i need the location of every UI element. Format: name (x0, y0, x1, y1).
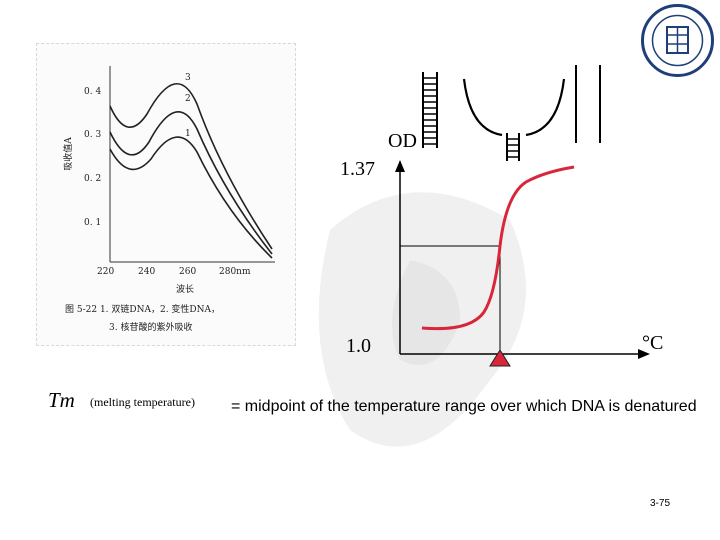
background-watermark (318, 192, 526, 447)
page-number: 3-75 (650, 498, 671, 509)
spectrum-x-axis-label: 波长 (176, 283, 194, 295)
tm-symbol: Tm (48, 388, 75, 412)
spectrum-curve-1 (109, 136, 273, 259)
spectrum-caption-line1: 图 5-22 1. 双链DNA，2. 变性DNA， (65, 303, 220, 315)
x-tick-label: 220 (97, 267, 114, 277)
x-tick-label: 280nm (219, 267, 251, 277)
unwinding-helix-icon (462, 78, 566, 161)
spectrum-x-ticks: 220 240 260 280nm (97, 267, 251, 277)
melting-y-bottom-value: 1.0 (346, 335, 371, 357)
melting-y-top-value: 1.37 (340, 158, 375, 180)
spectrum-curve-3 (109, 83, 273, 250)
x-tick-label: 240 (138, 267, 155, 277)
y-tick-label: 0. 1 (84, 218, 101, 228)
uv-absorption-plot: 0. 4 0. 3 0. 2 0. 1 吸收值A 220 240 260 280… (62, 66, 275, 333)
spectrum-y-ticks: 0. 4 0. 3 0. 2 0. 1 (84, 87, 101, 228)
y-tick-label: 0. 3 (84, 130, 101, 140)
spectrum-y-axis-label: 吸收值A (62, 137, 74, 171)
x-tick-label: 260 (179, 267, 196, 277)
melting-y-axis-label: OD (388, 130, 417, 152)
melting-x-axis-label: °C (642, 332, 664, 354)
spectrum-curve-2 (109, 111, 273, 255)
y-tick-label: 0. 4 (84, 87, 101, 97)
separated-strands-icon (575, 65, 601, 143)
tm-marker-icon (489, 349, 511, 367)
tm-parenthetical: (melting temperature) (90, 395, 195, 409)
melting-curve (421, 165, 575, 331)
uv-absorption-figure: 0. 4 0. 3 0. 2 0. 1 吸收值A 220 240 260 280… (36, 43, 296, 346)
spectrum-caption-line2: 3. 核苷酸的紫外吸收 (109, 321, 192, 333)
university-seal-icon (641, 4, 714, 77)
curve-label: 1 (185, 129, 191, 139)
tm-definition: = midpoint of the temperature range over… (231, 398, 697, 415)
curve-label: 3 (185, 73, 191, 83)
curve-label: 2 (185, 94, 191, 104)
double-helix-icon (422, 72, 438, 148)
y-tick-label: 0. 2 (84, 174, 101, 184)
melting-curve-chart (395, 160, 650, 359)
